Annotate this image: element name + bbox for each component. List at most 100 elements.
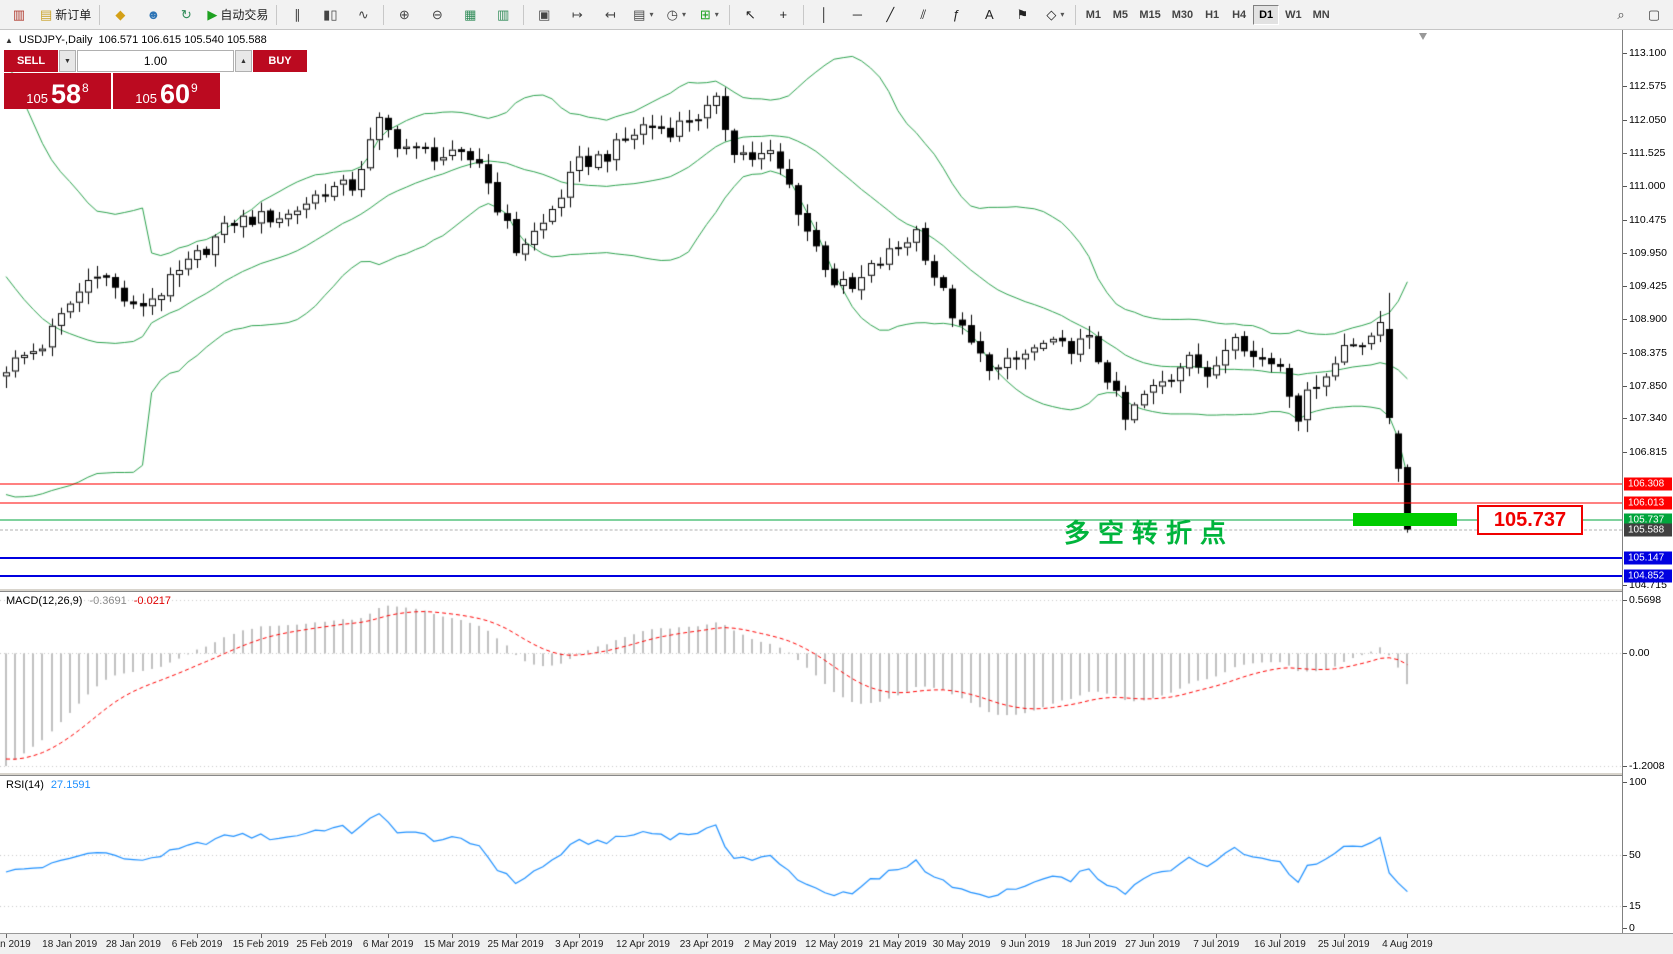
price-badge: 105.588 <box>1624 523 1672 537</box>
collapse-chart-icon[interactable]: ▲ <box>5 35 13 45</box>
time-axis[interactable]: 9 Jan 2019 18 Jan 2019 28 Jan 2019 6 Feb 20… <box>0 933 1673 954</box>
price-axis-label: 109.950 <box>1629 246 1667 259</box>
sell-options-dropdown[interactable]: ▼ <box>59 50 76 72</box>
shapes-button[interactable]: ◇ ▾ <box>1039 2 1071 28</box>
zoom-out-button[interactable]: ⊖ <box>421 2 453 28</box>
buy-price-display[interactable]: 105 60 9 <box>113 73 220 109</box>
data-window-button[interactable]: ▥ <box>487 2 519 28</box>
grid-button[interactable]: ▦ <box>454 2 486 28</box>
time-axis-label: 6 Feb 2019 <box>171 939 223 950</box>
price-axis-label: 112.575 <box>1629 80 1667 93</box>
community-icon: ☻ <box>146 7 161 22</box>
price-axis-label: 107.340 <box>1629 412 1667 425</box>
support-line-2[interactable] <box>0 575 1622 578</box>
rsi-title: RSI(14) <box>6 779 44 791</box>
timeframe-button-mn[interactable]: MN <box>1312 8 1330 21</box>
chart-shift-marker[interactable] <box>1419 33 1427 40</box>
time-axis-label: 9 Jun 2019 <box>1000 939 1050 950</box>
fibonacci-button[interactable]: ƒ <box>940 2 972 28</box>
volume-stepper[interactable]: ▲ <box>235 50 252 72</box>
timeframe-button-m1[interactable]: M1 <box>1085 8 1101 21</box>
horizontal-line-button[interactable]: ─ <box>841 2 873 28</box>
support-line-1[interactable] <box>0 556 1622 559</box>
bar-chart-icon: ∥ <box>294 7 301 22</box>
crosshair-button[interactable]: + <box>767 2 799 28</box>
timeframe-button-m15[interactable]: M15 <box>1139 8 1161 21</box>
grid-icon: ▦ <box>464 7 477 22</box>
crosshair-icon: + <box>779 7 788 22</box>
trendline-button[interactable]: ╱ <box>874 2 906 28</box>
period-button[interactable]: ◷ ▾ <box>660 2 692 28</box>
toolbar-separator <box>1075 4 1077 25</box>
pivot-line[interactable] <box>0 519 1622 521</box>
timeframe-button-m5[interactable]: M5 <box>1112 8 1128 21</box>
axis-tick <box>1623 152 1627 154</box>
buy-price-big: 60 <box>159 79 191 110</box>
candle-chart-button[interactable]: ▮▯ <box>314 2 346 28</box>
turning-point-annotation[interactable]: 多空转折点 <box>1064 518 1235 548</box>
price-chart-overlays <box>0 30 1622 588</box>
new-order-icon: ▤ <box>40 7 53 22</box>
horizontal-line-icon: ─ <box>852 7 862 22</box>
timeframe-button-m30[interactable]: M30 <box>1171 8 1194 21</box>
price-callout-label[interactable]: 105.737 <box>1477 505 1583 535</box>
time-axis-tick <box>69 934 71 938</box>
axis-tick <box>1623 352 1627 354</box>
cursor-button[interactable]: ↖ <box>734 2 766 28</box>
axis-tick <box>1623 585 1627 586</box>
price-axis-label: 111.525 <box>1629 146 1666 159</box>
resistance-line-1[interactable] <box>0 483 1622 485</box>
axis-tick <box>1623 928 1627 929</box>
panel-splitter-1[interactable] <box>0 588 1673 592</box>
new-order-button[interactable]: ▤ 新订单 <box>36 2 95 28</box>
axis-tick <box>1623 319 1627 321</box>
metaeditor-button[interactable]: ◆ <box>104 2 136 28</box>
axis-tick <box>1623 286 1627 288</box>
new-chart-icon: ▥ <box>12 7 26 22</box>
auto-scroll-button[interactable]: ↦ <box>561 2 593 28</box>
sell-button[interactable]: SELL <box>4 50 58 72</box>
indicators-button[interactable]: ⊞ ▾ <box>693 2 725 28</box>
expand-button[interactable]: ▢ <box>1638 2 1670 28</box>
axis-tick <box>1623 855 1627 856</box>
price-axis[interactable]: 113.100 112.575 112.050 111.525 111.000 110.4… <box>1622 30 1673 954</box>
refresh-button[interactable]: ↻ <box>170 2 202 28</box>
text-button[interactable]: A <box>973 2 1005 28</box>
bar-chart-button[interactable]: ∥ <box>281 2 313 28</box>
price-chart-canvas[interactable] <box>0 30 1622 588</box>
rsi-canvas[interactable] <box>0 776 1622 933</box>
axis-tick <box>1623 386 1627 388</box>
macd-canvas[interactable] <box>0 592 1622 772</box>
timeframe-button-d1[interactable]: D1 <box>1253 4 1280 25</box>
timeframe-button-h1[interactable]: H1 <box>1205 8 1220 21</box>
line-chart-button[interactable]: ∿ <box>347 2 379 28</box>
vertical-line-button[interactable]: │ <box>808 2 840 28</box>
time-axis-tick <box>834 934 836 938</box>
label-button[interactable]: ⚑ <box>1006 2 1038 28</box>
time-axis-label: 4 Aug 2019 <box>1382 939 1433 950</box>
tile-windows-button[interactable]: ▣ <box>528 2 560 28</box>
search-button[interactable]: ⌕ <box>1605 2 1637 28</box>
period-icon: ◷ <box>666 7 678 22</box>
resistance-line-2[interactable] <box>0 502 1622 504</box>
sell-price-display[interactable]: 105 58 8 <box>4 73 111 109</box>
new-chart-button[interactable]: ▥ <box>3 2 35 28</box>
timeframe-button-w1[interactable]: W1 <box>1285 8 1302 21</box>
price-axis-label: 108.375 <box>1629 346 1667 359</box>
timeframe-button-h4[interactable]: H4 <box>1232 8 1247 21</box>
time-axis-label: 16 Jul 2019 <box>1254 939 1306 950</box>
chart-shift-icon: ↤ <box>604 7 616 22</box>
channel-button[interactable]: ⫽ <box>907 2 939 28</box>
profiles-button[interactable]: ▤ ▾ <box>627 2 659 28</box>
panel-splitter-2[interactable] <box>0 772 1673 776</box>
time-axis-tick <box>770 934 772 938</box>
community-button[interactable]: ☻ <box>137 2 169 28</box>
chart-shift-button[interactable]: ↤ <box>594 2 626 28</box>
autotrade-button[interactable]: ▶ 自动交易 <box>203 2 272 28</box>
buy-button[interactable]: BUY <box>253 50 307 72</box>
sell-price-sup: 8 <box>82 81 89 95</box>
highlight-rectangle[interactable] <box>1352 513 1458 527</box>
volume-input[interactable] <box>77 50 234 72</box>
zoom-in-button[interactable]: ⊕ <box>388 2 420 28</box>
time-axis-label: 28 Jan 2019 <box>105 939 161 950</box>
